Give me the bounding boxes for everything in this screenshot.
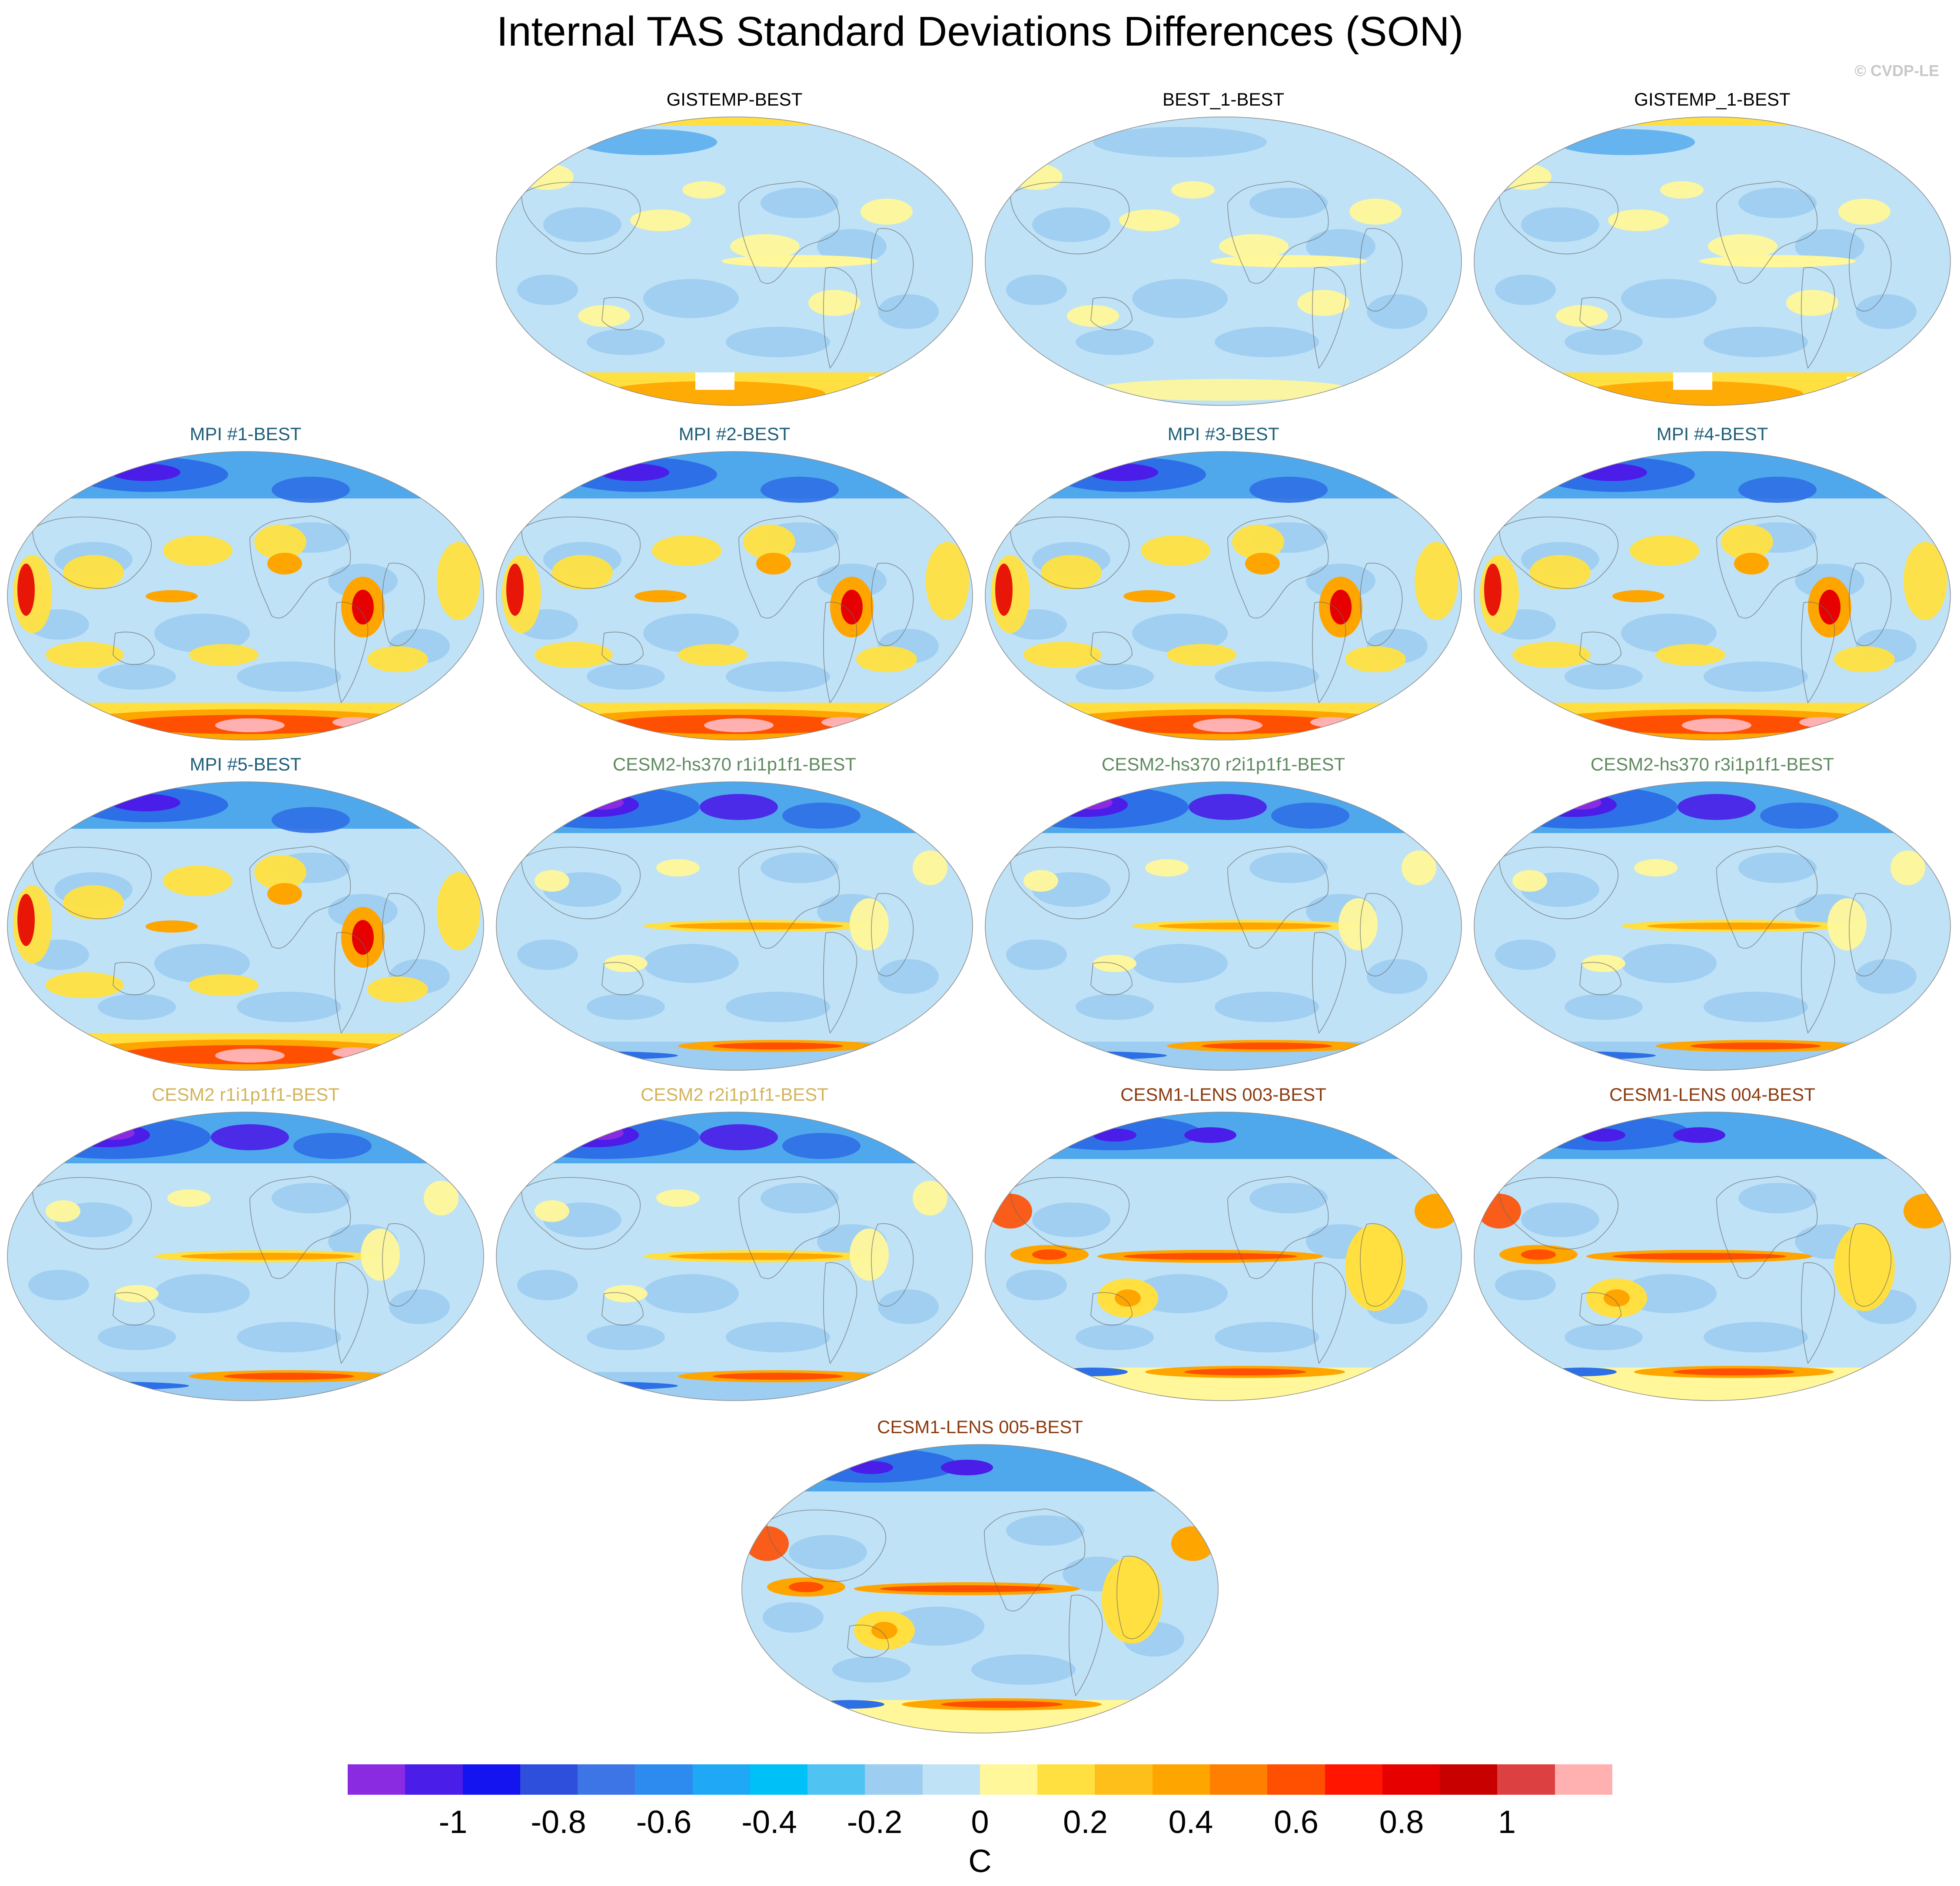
world-map	[495, 451, 973, 741]
world-map	[984, 451, 1462, 741]
colorbar-swatch	[348, 1764, 405, 1795]
colorbar-swatch	[1325, 1764, 1382, 1795]
panel-title: CESM2 r1i1p1f1-BEST	[7, 1084, 485, 1105]
colorbar-swatch	[578, 1764, 635, 1795]
colorbar-swatch	[1267, 1764, 1325, 1795]
world-map	[984, 1111, 1462, 1401]
colorbar-tick-label: 0.6	[1274, 1803, 1319, 1840]
map-panel: MPI #1-BEST	[7, 424, 485, 741]
map-panel: BEST_1-BEST	[984, 89, 1462, 406]
colorbar-swatch	[1210, 1764, 1267, 1795]
panel-title: CESM2-hs370 r2i1p1f1-BEST	[984, 754, 1462, 775]
world-map	[495, 1111, 973, 1401]
map-panel: CESM2-hs370 r3i1p1f1-BEST	[1473, 754, 1951, 1071]
colorbar-swatch	[1095, 1764, 1152, 1795]
colorbar-swatch	[1382, 1764, 1440, 1795]
colorbar-tick-label: 0.8	[1379, 1803, 1424, 1840]
world-map	[495, 116, 973, 406]
colorbar-tick-label: -0.4	[741, 1803, 797, 1840]
map-panel: CESM2-hs370 r2i1p1f1-BEST	[984, 754, 1462, 1071]
map-panel: MPI #4-BEST	[1473, 424, 1951, 741]
colorbar-swatch	[980, 1764, 1037, 1795]
map-panel: CESM1-LENS 004-BEST	[1473, 1084, 1951, 1401]
world-map	[1473, 451, 1951, 741]
panel-title: MPI #4-BEST	[1473, 424, 1951, 445]
panel-title: CESM1-LENS 004-BEST	[1473, 1084, 1951, 1105]
world-map	[1473, 781, 1951, 1071]
colorbar-tick-label: 1	[1498, 1803, 1516, 1840]
panel-title: MPI #5-BEST	[7, 754, 485, 775]
world-map	[984, 781, 1462, 1071]
colorbar-swatch	[750, 1764, 807, 1795]
world-map	[495, 781, 973, 1071]
panel-title: CESM2-hs370 r1i1p1f1-BEST	[495, 754, 973, 775]
panel-title: BEST_1-BEST	[984, 89, 1462, 110]
colorbar-ticks: -1 -0.8 -0.6 -0.4 -0.2 0 0.2 0.4 0.6 0.8 1	[348, 1803, 1612, 1843]
map-panel: CESM2 r2i1p1f1-BEST	[495, 1084, 973, 1401]
map-panel: GISTEMP_1-BEST	[1473, 89, 1951, 406]
map-panel: MPI #3-BEST	[984, 424, 1462, 741]
panel-title: CESM1-LENS 003-BEST	[984, 1084, 1462, 1105]
colorbar-tick-label: -0.2	[847, 1803, 903, 1840]
credit-text: © CVDP-LE	[1854, 62, 1939, 80]
figure-title: Internal TAS Standard Deviations Differe…	[0, 8, 1960, 56]
colorbar-swatch	[520, 1764, 578, 1795]
map-panel: GISTEMP-BEST	[495, 89, 973, 406]
colorbar-tick-label: -0.6	[636, 1803, 692, 1840]
world-map	[741, 1444, 1219, 1734]
panel-title: MPI #1-BEST	[7, 424, 485, 445]
colorbar-tick-label: 0	[971, 1803, 989, 1840]
colorbar-swatch	[1153, 1764, 1210, 1795]
colorbar-tick-label: -0.8	[531, 1803, 586, 1840]
world-map	[7, 451, 485, 741]
world-map	[984, 116, 1462, 406]
panel-title: GISTEMP-BEST	[495, 89, 973, 110]
panel-title: CESM1-LENS 005-BEST	[741, 1417, 1219, 1438]
world-map	[7, 1111, 485, 1401]
panel-title: CESM2 r2i1p1f1-BEST	[495, 1084, 973, 1105]
world-map	[7, 781, 485, 1071]
colorbar-swatch	[405, 1764, 462, 1795]
panel-title: MPI #3-BEST	[984, 424, 1462, 445]
world-map	[1473, 116, 1951, 406]
colorbar-swatch	[693, 1764, 750, 1795]
colorbar-unit: C	[0, 1843, 1960, 1879]
world-map	[1473, 1111, 1951, 1401]
colorbar-swatch	[807, 1764, 865, 1795]
colorbar-swatch	[865, 1764, 922, 1795]
map-panel: CESM1-LENS 003-BEST	[984, 1084, 1462, 1401]
colorbar-swatch	[463, 1764, 520, 1795]
panel-title: CESM2-hs370 r3i1p1f1-BEST	[1473, 754, 1951, 775]
colorbar-swatch	[1497, 1764, 1555, 1795]
map-panel: CESM1-LENS 005-BEST	[741, 1417, 1219, 1734]
colorbar-swatch	[1440, 1764, 1497, 1795]
colorbar	[348, 1764, 1612, 1795]
map-panel: MPI #2-BEST	[495, 424, 973, 741]
map-panel: CESM2-hs370 r1i1p1f1-BEST	[495, 754, 973, 1071]
panel-title: MPI #2-BEST	[495, 424, 973, 445]
map-panel: MPI #5-BEST	[7, 754, 485, 1071]
colorbar-swatch	[1555, 1764, 1612, 1795]
colorbar-tick-label: -1	[439, 1803, 468, 1840]
colorbar-swatch	[635, 1764, 692, 1795]
colorbar-swatch	[923, 1764, 980, 1795]
map-panel: CESM2 r1i1p1f1-BEST	[7, 1084, 485, 1401]
panel-title: GISTEMP_1-BEST	[1473, 89, 1951, 110]
colorbar-swatch	[1037, 1764, 1095, 1795]
colorbar-tick-label: 0.4	[1169, 1803, 1213, 1840]
colorbar-tick-label: 0.2	[1063, 1803, 1108, 1840]
